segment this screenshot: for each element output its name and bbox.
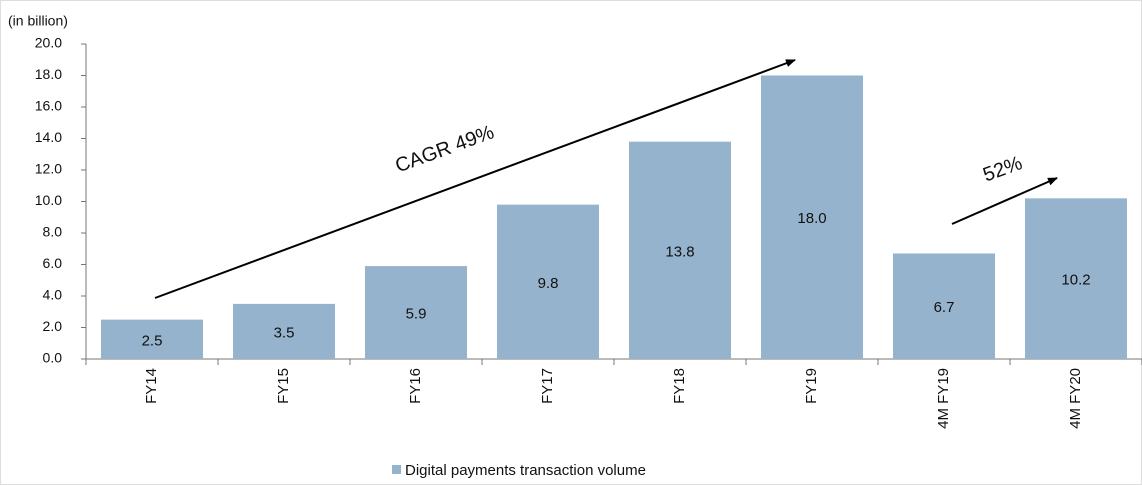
bar (761, 75, 863, 359)
data-label: 6.7 (934, 299, 955, 316)
y-tick-label: 16.0 (35, 98, 62, 114)
annotation: 52% (980, 152, 1025, 186)
x-tick-label: FY19 (803, 368, 820, 404)
y-tick-label: 12.0 (35, 161, 62, 177)
x-tick-label: FY16 (407, 368, 424, 404)
data-label: 3.5 (274, 324, 295, 341)
bar (365, 266, 467, 359)
y-tick-label: 8.0 (43, 224, 63, 240)
bar (101, 319, 203, 359)
data-label: 10.2 (1061, 272, 1090, 289)
data-label: 13.8 (665, 243, 694, 260)
x-tick-label: FY14 (143, 368, 160, 404)
legend-swatch (392, 465, 401, 474)
y-tick-label: 18.0 (35, 66, 62, 82)
x-tick-label: FY15 (275, 368, 292, 404)
bar (233, 303, 335, 359)
x-tick-label: 4M FY19 (935, 368, 952, 429)
y-tick-label: 4.0 (43, 287, 63, 303)
x-tick-label: FY18 (671, 368, 688, 404)
cagr-arrow (154, 59, 796, 299)
legend-label: Digital payments transaction volume (405, 462, 646, 479)
bar (497, 204, 599, 359)
data-label: 2.5 (142, 332, 163, 349)
annotation: CAGR 49% (392, 121, 497, 177)
y-tick-label: 6.0 (43, 255, 63, 271)
bar (893, 253, 995, 359)
bar (1025, 198, 1127, 359)
y-tick-label: 0.0 (43, 350, 63, 366)
x-tick-label: FY17 (539, 368, 556, 404)
bar (629, 141, 731, 359)
y-tick-label: 2.0 (43, 318, 63, 334)
data-label: 5.9 (406, 306, 427, 323)
data-label: 18.0 (797, 210, 826, 227)
growth-arrow (951, 177, 1058, 225)
y-tick-label: 14.0 (35, 129, 62, 145)
x-tick-label: 4M FY20 (1067, 368, 1084, 429)
data-label: 9.8 (538, 275, 559, 292)
y-tick-label: 10.0 (35, 192, 62, 208)
y-tick-label: 20.0 (35, 35, 62, 51)
unit-label: (in billion) (8, 13, 68, 29)
